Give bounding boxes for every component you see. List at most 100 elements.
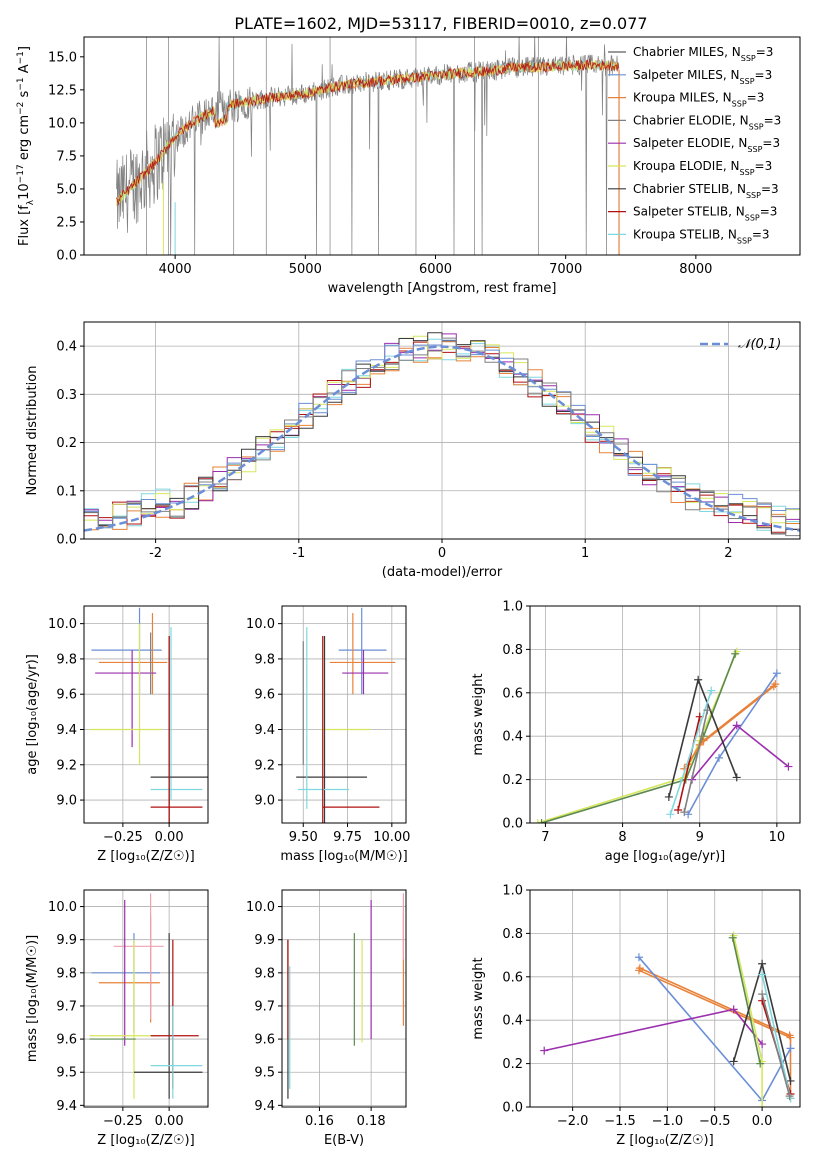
age-vs-Z-plot-area (89, 607, 208, 823)
spectrum-legend-sub-5: SSP (740, 168, 755, 177)
age-vs-mass-xlabel: mass [log₁₀(M/M☉)] (280, 849, 407, 864)
mass-vs-EBV-ytick-label-4: 9.8 (254, 966, 275, 981)
spectrum-legend-name-5: Kroupa ELODIE, N (633, 159, 740, 173)
mass-vs-Z-ytick-label-4: 9.8 (56, 966, 77, 981)
spectrum-legend-tail-0: =3 (756, 45, 774, 59)
model-spectrum-3 (116, 58, 620, 206)
weight-vs-age-series-9 (683, 710, 709, 813)
weight-vs-age-xtick-label-2: 9 (696, 830, 704, 845)
spectrum-ytick-label-3: 7.5 (56, 149, 77, 164)
spectrum-legend-tail-2: =3 (747, 91, 765, 105)
age-vs-Z-ytick-label-4: 9.8 (56, 652, 77, 667)
weight-vs-Z-marker-3-1 (729, 1005, 738, 1014)
weight-vs-age-marker-6-0 (664, 792, 673, 801)
weight-vs-age-marker-5-2 (784, 762, 793, 771)
residuals-xtick-label-1: -1 (292, 546, 305, 561)
spectrum-legend-tail-6: =3 (761, 182, 779, 196)
mass-vs-Z-frame (83, 889, 209, 1108)
age-vs-mass-xtick-label-2: 10.00 (373, 830, 410, 845)
residuals-ytick-label-3: 0.3 (56, 388, 77, 403)
mass-vs-Z-ytick-label-3: 9.7 (56, 999, 77, 1014)
residuals-ytick-label-1: 0.1 (56, 484, 77, 499)
weight-vs-Z-ytick-label-2: 0.4 (502, 1014, 523, 1029)
spectrum-ylabel-part-5: −2 (16, 102, 26, 115)
weight-vs-Z-marker-5-0 (728, 933, 737, 942)
age-vs-mass-ytick-label-4: 9.8 (254, 652, 275, 667)
spectrum-ytick-label-2: 5.0 (56, 182, 77, 197)
spectrum-legend-tail-4: =3 (762, 136, 780, 150)
weight-vs-Z-marker-1-1 (785, 1031, 794, 1040)
weight-vs-Z-marker-4-2 (758, 1103, 767, 1107)
spectrum-ytick-label-4: 10.0 (48, 116, 77, 131)
spectrum-legend-tail-3: =3 (764, 113, 782, 127)
weight-vs-age-series-8 (669, 690, 713, 815)
weight-vs-age-xtick-label-3: 10 (769, 830, 786, 845)
age-vs-Z-ytick-label-0: 9.0 (56, 794, 77, 809)
weight-vs-age-xtick-label-1: 8 (618, 830, 626, 845)
residuals-ytick-label-4: 0.4 (56, 340, 77, 355)
spectrum-legend-label-2: Kroupa MILES, NSSP=3 (633, 91, 764, 109)
age-vs-mass-axes: 9.50 9.75 10.00 9.0 9.2 9.4 9.6 9.8 10.0 mass [lo… (246, 605, 410, 864)
age-vs-mass-xtick-label-1: 9.75 (333, 830, 362, 845)
spectrum-legend-label-6: Chabrier STELIB, NSSP=3 (633, 182, 779, 200)
weight-vs-age-series-5 (691, 724, 789, 781)
weight-vs-age-marker-7-0 (674, 805, 683, 814)
spectrum-ylabel: Flux [fλ10−17 erg cm−2 s−1 A−1] (16, 46, 36, 246)
mass-vs-Z-plot-area (89, 893, 203, 1099)
age-vs-Z-xtick-label-0: −0.25 (103, 830, 143, 845)
spectrum-xtick-label-3: 7000 (549, 262, 582, 277)
weight-vs-age-marker-8-0 (666, 810, 675, 819)
spectrum-legend-sub-0: SSP (741, 54, 756, 63)
spectrum-ylabel-part-3: −17 (16, 164, 26, 183)
weight-vs-Z-marker-9-1 (785, 1092, 794, 1101)
age-vs-Z-axes: −0.25 0.00 9.0 9.2 9.4 9.6 9.8 10.0 Z [log₁₀(Z/Z… (25, 605, 209, 864)
weight-vs-age-marker-9-0 (680, 808, 689, 817)
spectrum-ylabel-part-10: ] (17, 46, 32, 51)
spectrum-ylabel-part-7: −1 (16, 77, 26, 90)
mass-vs-Z-ytick-label-0: 9.4 (56, 1099, 77, 1114)
weight-vs-Z-marker-3-2 (758, 1040, 767, 1049)
weight-vs-age-ytick-label-0: 0.0 (502, 817, 523, 832)
weight-vs-Z-series-8 (761, 974, 792, 1099)
weight-vs-age-ytick-label-4: 0.8 (502, 643, 523, 658)
residuals-xtick-label-3: 1 (581, 546, 589, 561)
weight-vs-age-xtick-label-0: 7 (541, 830, 549, 845)
plot-layer: 4000 5000 6000 7000 80000.02.55.07.510.012.5… (16, 36, 801, 1148)
model-spectrum-1 (116, 59, 620, 205)
residual-histogram-7 (84, 337, 800, 537)
weight-vs-Z-frame (529, 889, 801, 1108)
spectrum-legend-sub-1: SSP (740, 76, 755, 85)
weight-vs-Z-marker-0-0 (634, 966, 643, 975)
weight-vs-Z-series-1 (639, 967, 790, 1037)
weight-vs-age-plot-area (533, 647, 793, 823)
age-vs-Z-xlabel: Z [log₁₀(Z/Z☉)] (97, 849, 194, 864)
age-vs-mass-xtick-label-0: 9.50 (289, 830, 318, 845)
residuals-ylabel: Normed distribution (25, 366, 40, 496)
age-vs-Z-frame (83, 605, 209, 824)
weight-vs-age-ytick-label-1: 0.2 (502, 773, 523, 788)
spectrum-ytick-label-0: 0.0 (56, 249, 77, 264)
mass-vs-Z-ytick-label-1: 9.5 (56, 1066, 77, 1081)
mass-vs-EBV-xtick-label-0: 0.16 (305, 1114, 334, 1129)
mass-vs-Z-xtick-label-0: −0.25 (103, 1114, 143, 1129)
weight-vs-age-ytick-label-3: 0.6 (502, 686, 523, 701)
spectrum-legend-label-0: Chabrier MILES, NSSP=3 (633, 45, 773, 63)
residuals-legend-label: 𝒩(0,1) (738, 337, 781, 352)
weight-vs-Z-xlabel: Z [log₁₀(Z/Z☉)] (616, 1133, 713, 1148)
mass-vs-Z-ytick-label-6: 10.0 (48, 900, 77, 915)
weight-vs-Z-ylabel: mass weight (471, 957, 486, 1039)
age-vs-Z-ytick-label-5: 10.0 (48, 617, 77, 632)
residual-histogram-5 (84, 332, 800, 535)
spectrum-legend-tail-7: =3 (760, 205, 778, 219)
weight-vs-Z-axes: −2.0 −1.5 −1.0 −0.5 0.0 0.0 0.2 0.4 0.6 0.8 1.0 Z [… (471, 884, 801, 1148)
spectrum-legend-name-4: Salpeter ELODIE, N (633, 136, 747, 150)
weight-vs-Z-series-5 (731, 937, 761, 1064)
residuals-xtick-label-2: 0 (438, 546, 446, 561)
mass-vs-Z-ylabel: mass [log₁₀(M/M☉)] (25, 935, 40, 1062)
mass-vs-EBV-axes: 0.16 0.18 9.4 9.5 9.6 9.7 9.8 9.9 10.0 E(B-V) (246, 889, 407, 1148)
weight-vs-Z-marker-9-0 (758, 990, 767, 999)
weight-vs-Z-marker-3-0 (540, 1046, 549, 1055)
weight-vs-Z-marker-5-1 (756, 1059, 765, 1068)
weight-vs-Z-ytick-label-0: 0.0 (502, 1101, 523, 1116)
